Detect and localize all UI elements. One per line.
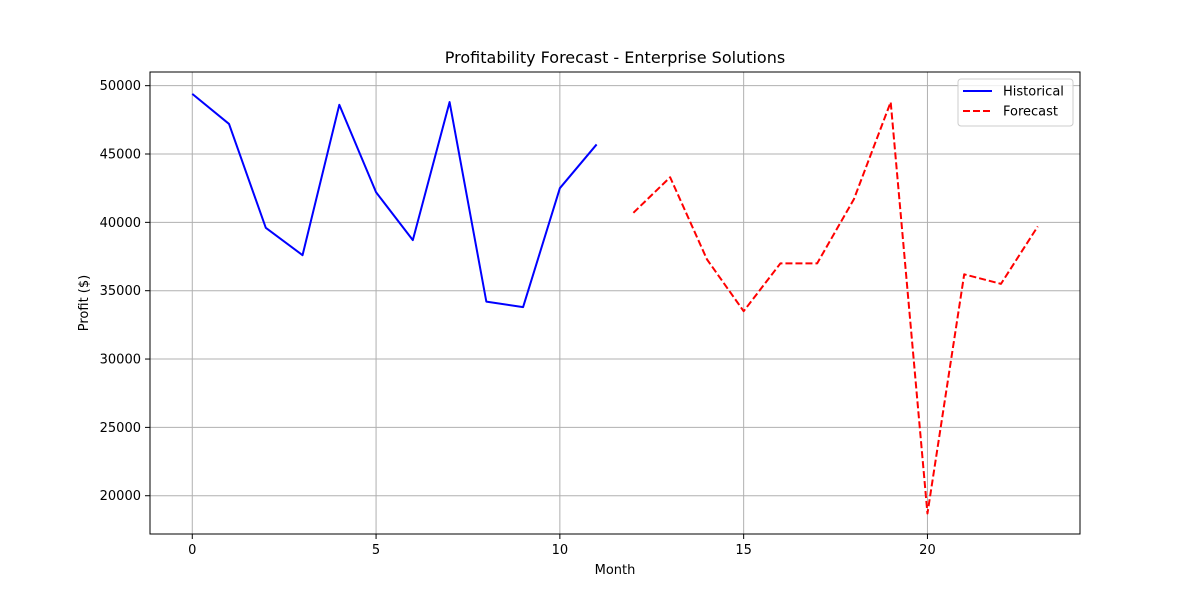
y-tick-label: 45000 xyxy=(100,148,141,163)
x-tick-label: 0 xyxy=(188,543,196,558)
y-axis-ticks: 20000 25000 30000 35000 40000 45000 50000 xyxy=(100,79,150,504)
y-tick-label: 50000 xyxy=(100,79,141,94)
y-tick-label: 30000 xyxy=(100,353,141,368)
x-axis-title: Month xyxy=(595,563,636,578)
y-tick-label: 25000 xyxy=(100,421,141,436)
y-tick-label: 20000 xyxy=(100,489,141,504)
series-line-forecast xyxy=(632,101,1039,515)
grid xyxy=(150,72,1080,534)
series-layer xyxy=(191,93,1039,515)
y-tick-label: 35000 xyxy=(100,284,141,299)
series-line-historical xyxy=(191,93,598,309)
legend-label-historical: Historical xyxy=(1003,85,1064,100)
legend: Historical Forecast xyxy=(957,78,1074,127)
x-tick-label: 5 xyxy=(372,543,380,558)
y-tick-label: 40000 xyxy=(100,216,141,231)
x-tick-label: 15 xyxy=(735,543,752,558)
y-axis-title: Profit ($) xyxy=(77,275,92,331)
plot-frame xyxy=(149,71,1081,535)
x-tick-label: 10 xyxy=(552,543,569,558)
chart-title: Profitability Forecast - Enterprise Solu… xyxy=(445,48,785,67)
legend-label-forecast: Forecast xyxy=(1003,105,1058,120)
x-tick-label: 20 xyxy=(919,543,936,558)
x-axis-ticks: 0 5 10 15 20 xyxy=(188,534,936,558)
